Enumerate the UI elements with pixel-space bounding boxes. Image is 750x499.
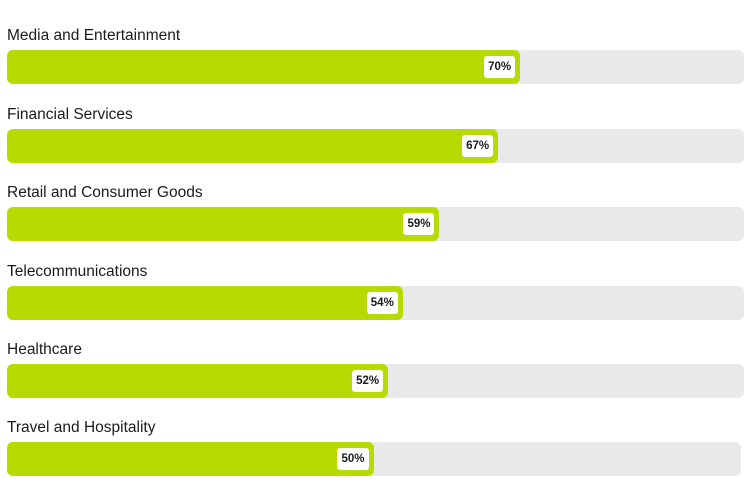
bar-track: 52%	[7, 364, 744, 398]
bar-track: 70%	[7, 50, 744, 84]
category-label: Retail and Consumer Goods	[7, 184, 203, 201]
value-label: 70%	[484, 56, 516, 78]
bar-track: 59%	[7, 207, 744, 241]
value-label: 54%	[366, 291, 398, 314]
bar-row: Financial Services 67%	[7, 106, 744, 176]
value-label: 67%	[462, 134, 494, 157]
category-label: Financial Services	[7, 105, 133, 123]
bar-row: Retail and Consumer Goods 59%	[7, 184, 744, 254]
bar-track: 67%	[7, 128, 744, 163]
value-label: 59%	[403, 213, 435, 235]
bar-fill: 50%	[7, 442, 374, 476]
bar-fill: 54%	[7, 285, 403, 320]
bar-track: 54%	[7, 285, 744, 320]
category-label: Travel and Hospitality	[7, 419, 156, 436]
bar-row: Telecommunications 54%	[7, 263, 744, 333]
bar-fill: 67%	[7, 128, 499, 163]
bar-row: Travel and Hospitality 50%	[7, 419, 744, 489]
value-label: 50%	[337, 448, 369, 470]
bar-row: Healthcare 52%	[7, 341, 744, 411]
value-label: 52%	[352, 370, 384, 392]
bar-fill: 52%	[7, 364, 389, 398]
category-label: Healthcare	[7, 341, 82, 358]
category-label: Telecommunications	[7, 262, 148, 280]
bar-track: 50%	[7, 442, 741, 476]
bar-fill: 59%	[7, 207, 440, 241]
bar-fill: 70%	[7, 50, 521, 84]
bar-row: Media and Entertainment 70%	[7, 27, 744, 97]
category-label: Media and Entertainment	[7, 27, 181, 44]
